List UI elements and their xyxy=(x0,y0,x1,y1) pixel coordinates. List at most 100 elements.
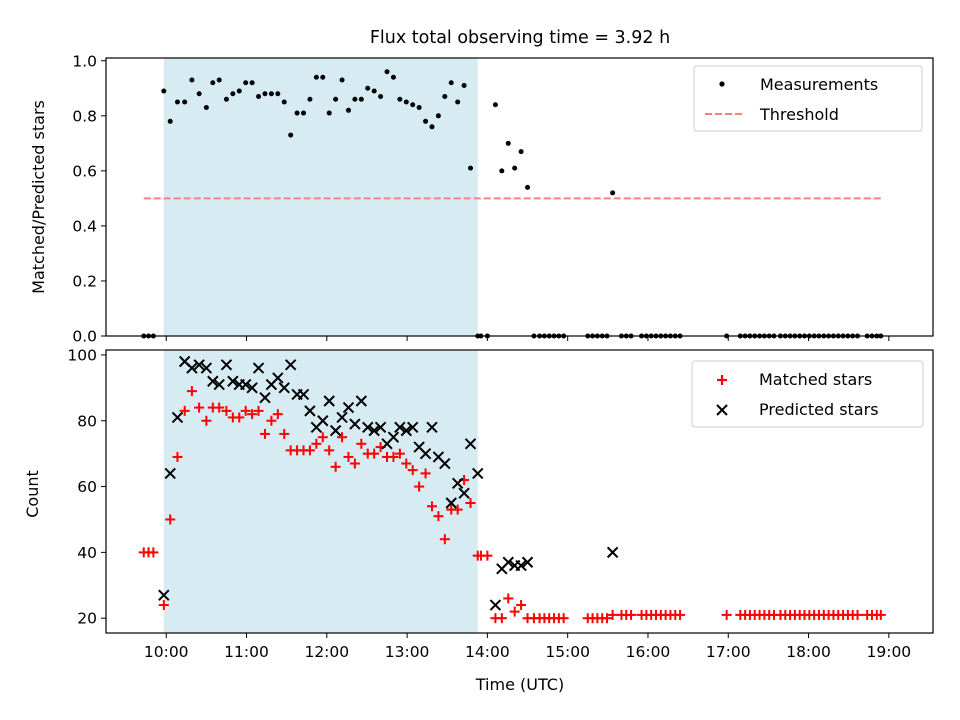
measurement-point xyxy=(307,96,313,102)
measurement-point xyxy=(275,91,281,97)
predicted-star-point xyxy=(297,388,310,401)
measurement-point xyxy=(243,80,249,86)
measurement-point xyxy=(492,102,498,108)
matched-star-point xyxy=(324,445,335,456)
predicted-star-point xyxy=(342,401,355,414)
measurement-point xyxy=(320,74,326,80)
measurement-point xyxy=(455,99,461,105)
matched-star-point xyxy=(221,405,232,416)
predicted-star-point xyxy=(426,421,438,434)
predicted-star-point xyxy=(200,362,213,374)
matched-star-point xyxy=(414,481,425,492)
xtick-label: 18:00 xyxy=(786,643,831,661)
measurement-point xyxy=(196,91,202,97)
chart-title: Flux total observing time = 3.92 h xyxy=(370,28,670,48)
matched-star-point xyxy=(349,458,360,469)
measurement-point xyxy=(610,190,616,196)
predicted-star-point xyxy=(246,382,258,394)
measurement-point xyxy=(182,99,188,105)
matched-star-point xyxy=(452,504,463,515)
predicted-star-point xyxy=(445,497,457,509)
predicted-star-point xyxy=(387,431,400,443)
predicted-star-point xyxy=(502,556,514,568)
matched-star-point xyxy=(279,428,290,439)
xtick-label: 16:00 xyxy=(626,643,671,661)
predicted-star-point xyxy=(207,375,219,387)
measurement-point xyxy=(416,105,422,111)
measurement-point xyxy=(333,96,339,102)
predicted-star-point xyxy=(323,395,335,407)
bottom-legend: Matched stars Predicted stars xyxy=(691,360,924,428)
bottom-panel-ylabel: Count xyxy=(23,470,42,518)
ytick-label: 80 xyxy=(77,412,97,430)
measurement-point xyxy=(339,77,345,83)
matched-star-point xyxy=(439,534,450,545)
matched-star-point xyxy=(214,402,225,413)
matched-star-point xyxy=(253,405,264,416)
ytick-label: 40 xyxy=(77,544,97,562)
matched-star-point xyxy=(503,593,514,604)
matched-star-point xyxy=(465,498,476,509)
matched-star-point xyxy=(165,514,176,525)
matched-star-point xyxy=(420,468,431,479)
matched-star-point xyxy=(272,409,283,420)
measurement-point xyxy=(442,94,448,100)
matched-star-point xyxy=(240,405,251,416)
top-panel-frame xyxy=(105,57,934,337)
predicted-star-point xyxy=(419,447,432,460)
predicted-star-point xyxy=(329,424,342,437)
top-panel: 0.0 0.2 0.4 0.6 0.8 1.0 Matched/Predicted sta… xyxy=(29,52,934,346)
predicted-star-point xyxy=(272,372,284,384)
matched-star-point xyxy=(426,501,437,512)
matched-star-point xyxy=(496,613,507,624)
matched-star-point xyxy=(626,609,637,620)
predicted-star-point xyxy=(515,559,527,572)
predicted-star-point xyxy=(394,421,406,434)
matched-star-point xyxy=(337,432,348,443)
measurement-point xyxy=(512,165,518,171)
measurement-point xyxy=(223,96,229,102)
xtick-label: 14:00 xyxy=(465,643,510,661)
xtick-label: 19:00 xyxy=(867,643,912,661)
matched-star-point xyxy=(266,415,277,426)
matched-star-point xyxy=(388,451,399,462)
measurement-point xyxy=(448,80,454,86)
ytick-label: 0.4 xyxy=(72,217,97,235)
top-legend: Measurements Threshold xyxy=(693,65,923,132)
measurement-point xyxy=(256,94,262,100)
predicted-star-point xyxy=(439,457,451,470)
measurement-point xyxy=(313,74,319,80)
measurement-point xyxy=(262,91,268,97)
ytick-label: 1.0 xyxy=(72,52,97,70)
legend-measurements-marker xyxy=(719,81,725,87)
matched-star-point xyxy=(602,613,613,624)
predicted-star-point xyxy=(368,424,380,437)
measurement-point xyxy=(230,91,236,97)
measurement-point xyxy=(371,88,377,94)
predicted-star-point xyxy=(464,438,477,450)
matched-star-point xyxy=(247,409,258,420)
xtick-label: 11:00 xyxy=(224,643,269,661)
measurement-point xyxy=(174,99,180,105)
measurement-point xyxy=(435,113,441,119)
matched-star-point xyxy=(179,405,190,416)
predicted-star-point xyxy=(186,362,198,374)
matched-star-point xyxy=(394,448,405,459)
predicted-star-point xyxy=(317,415,329,427)
predicted-star-point xyxy=(278,382,290,394)
measurement-point xyxy=(189,77,195,83)
measurement-point xyxy=(294,110,300,116)
predicted-star-point xyxy=(259,392,271,404)
ytick-label: 100 xyxy=(67,346,97,364)
measurement-point xyxy=(161,88,167,94)
predicted-star-point xyxy=(489,599,502,611)
top-legend-box xyxy=(693,65,923,132)
measurement-point xyxy=(384,69,390,75)
measurement-point xyxy=(326,110,332,116)
legend-matched-marker xyxy=(717,375,727,385)
matched-star-point xyxy=(158,600,169,611)
predicted-star-point xyxy=(362,421,374,434)
measurement-point xyxy=(525,184,531,190)
bottom-panel-frame xyxy=(105,349,934,634)
